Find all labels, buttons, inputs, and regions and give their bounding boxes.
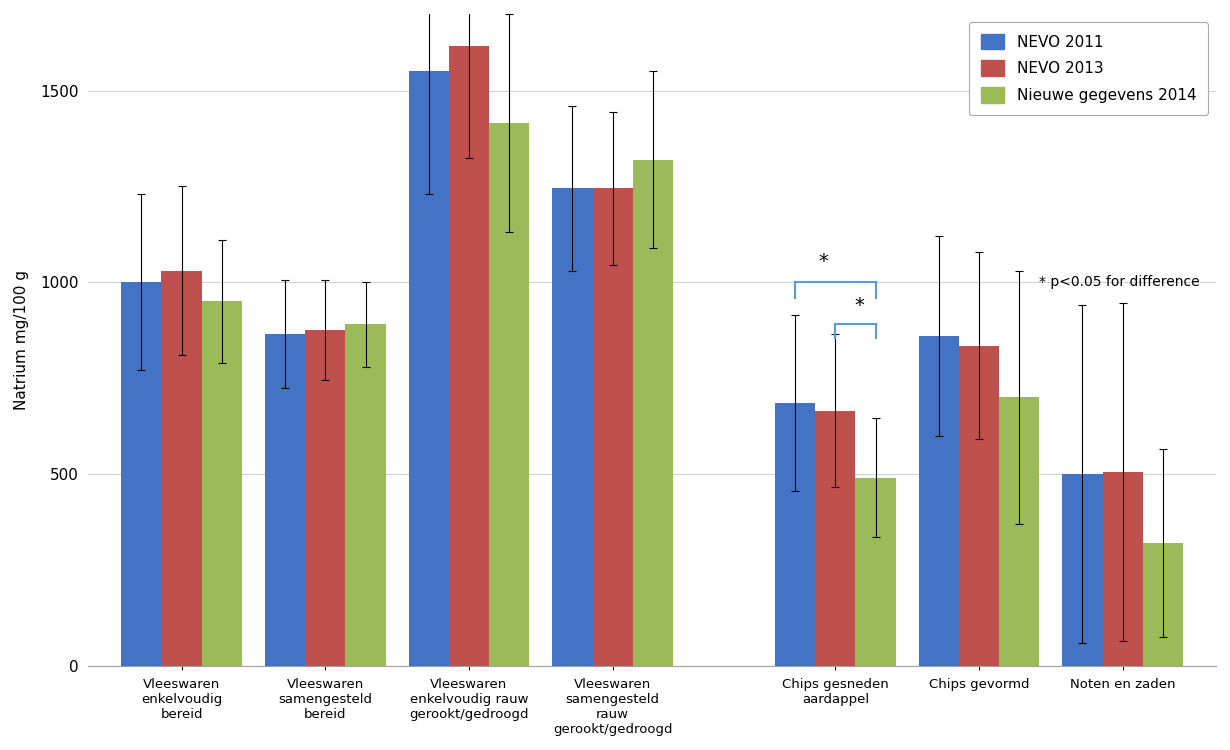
Text: * p<0.05 for difference: * p<0.05 for difference <box>1038 274 1199 289</box>
Bar <box>161 271 202 665</box>
Bar <box>449 46 490 665</box>
Bar <box>490 123 529 665</box>
Bar <box>408 71 449 665</box>
Legend: NEVO 2011, NEVO 2013, Nieuwe gegevens 2014: NEVO 2011, NEVO 2013, Nieuwe gegevens 20… <box>969 22 1208 116</box>
Bar <box>346 325 386 665</box>
Text: *: * <box>818 252 828 271</box>
Bar <box>775 403 815 665</box>
Bar <box>202 302 242 665</box>
Bar <box>959 346 999 665</box>
Bar <box>919 336 959 665</box>
Bar <box>593 188 632 665</box>
Bar <box>1102 472 1143 665</box>
Y-axis label: Natrium mg/100 g: Natrium mg/100 g <box>14 270 28 410</box>
Bar <box>552 188 593 665</box>
Bar <box>1063 474 1102 665</box>
Bar <box>122 282 161 665</box>
Bar <box>815 411 856 665</box>
Text: *: * <box>855 296 865 315</box>
Bar <box>305 330 346 665</box>
Bar <box>999 398 1039 665</box>
Bar <box>632 160 673 665</box>
Bar <box>1143 543 1183 665</box>
Bar <box>264 334 305 665</box>
Bar <box>856 478 895 665</box>
